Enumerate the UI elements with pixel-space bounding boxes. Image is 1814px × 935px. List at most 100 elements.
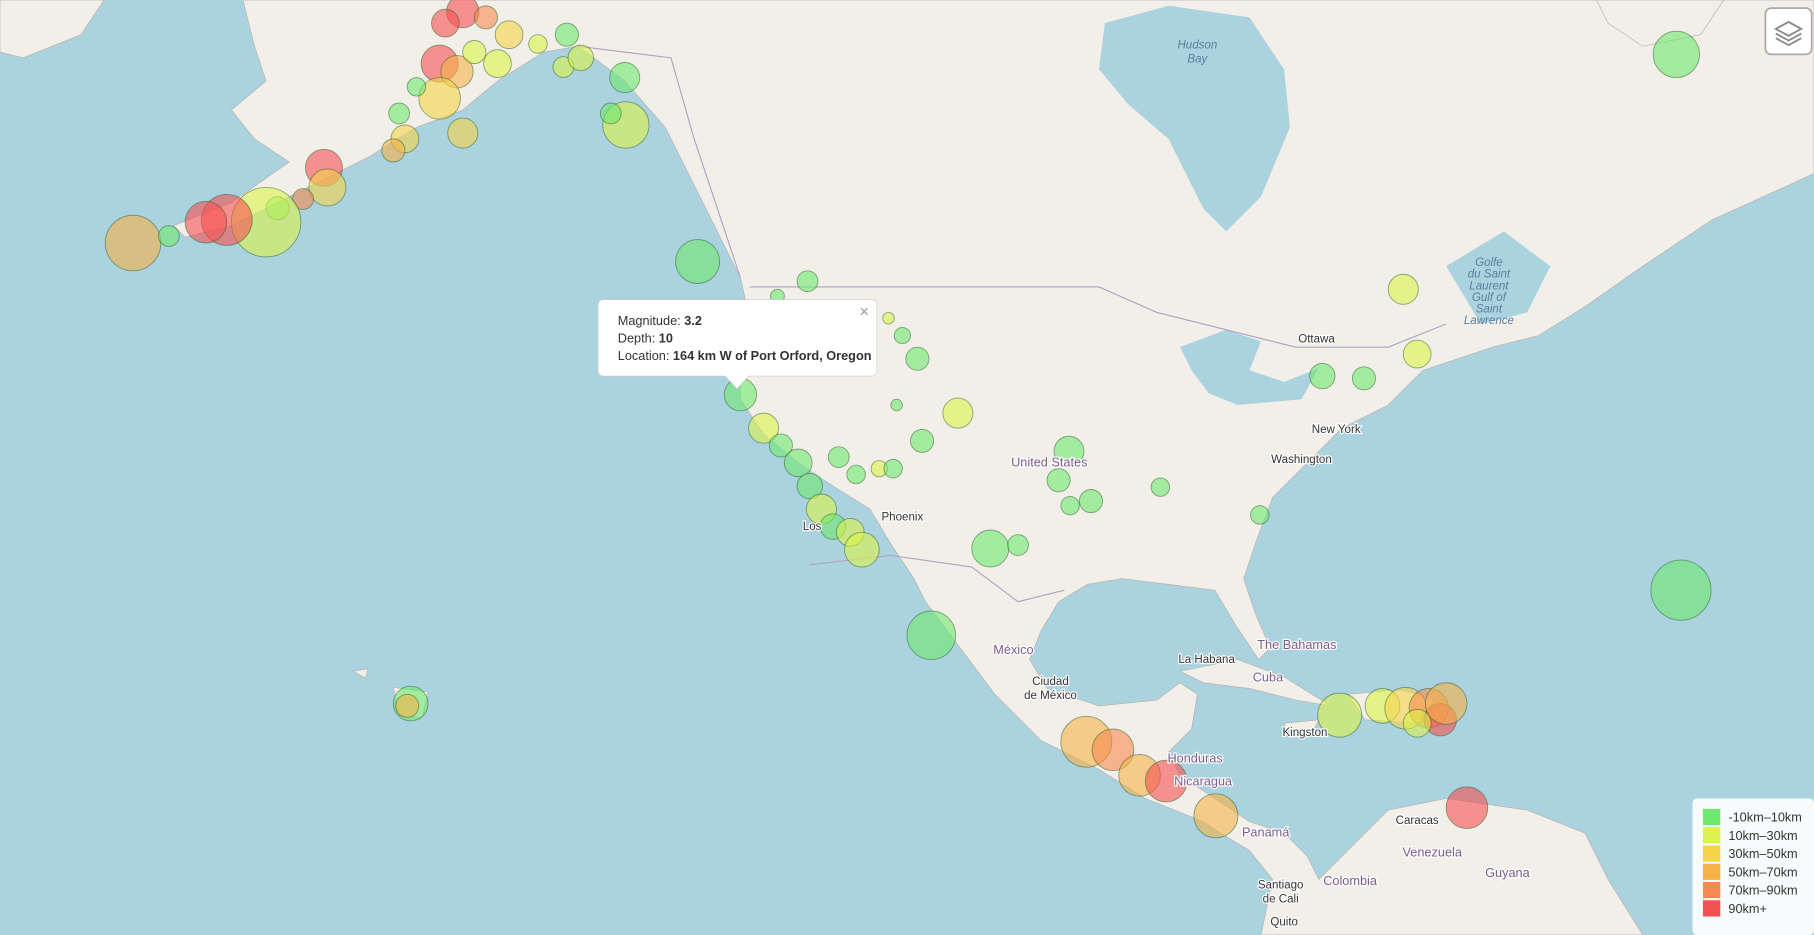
earthquake-marker <box>158 225 180 247</box>
earthquake-marker <box>1250 505 1270 525</box>
earthquake-marker <box>1309 362 1336 390</box>
earthquake-marker <box>890 398 903 412</box>
water-label: Saint <box>1476 303 1503 315</box>
earthquake-marker <box>796 270 819 293</box>
earthquake-marker <box>473 5 498 30</box>
place-label: de Cali <box>1263 894 1299 906</box>
place-label: New York <box>1312 424 1361 436</box>
earthquake-marker <box>846 464 866 485</box>
earthquake-marker <box>906 610 957 661</box>
value: 3.2 <box>684 313 702 328</box>
earthquake-marker <box>388 102 411 125</box>
place-label: Quito <box>1270 917 1298 929</box>
earthquake-marker <box>1007 534 1029 556</box>
legend-label: 70km–90km <box>1728 883 1797 898</box>
popup-line: Depth: 10 <box>618 331 673 346</box>
place-label: de México <box>1024 690 1077 702</box>
water-body <box>1180 329 1319 406</box>
earthquake-marker <box>483 49 512 78</box>
earthquake-marker <box>827 446 850 468</box>
earthquake-marker <box>609 62 641 94</box>
place-label: Washington <box>1271 454 1332 466</box>
water-label: Laurent <box>1469 280 1509 292</box>
country-label: United States <box>1011 454 1087 469</box>
earthquake-marker <box>893 327 911 345</box>
legend-swatch <box>1702 845 1721 862</box>
earthquake-marker <box>910 428 935 453</box>
water-label: Hudson <box>1177 40 1217 52</box>
earthquake-marker <box>292 188 314 210</box>
earthquake-marker <box>1652 30 1700 78</box>
earthquake-marker <box>1351 366 1377 391</box>
country-label: Guyana <box>1485 865 1530 880</box>
place-label: Kingston <box>1282 727 1327 739</box>
country-label: Nicaragua <box>1174 774 1233 789</box>
earthquake-marker <box>1053 435 1085 467</box>
legend-label: 30km–50km <box>1728 846 1797 861</box>
land <box>1283 719 1320 732</box>
place-label: Los <box>803 521 822 533</box>
water-label: Lawrence <box>1464 315 1514 327</box>
earthquake-marker <box>1445 786 1489 830</box>
earthquake-marker <box>528 34 548 54</box>
earthquake-marker <box>796 472 824 500</box>
earthquake-marker <box>883 458 903 479</box>
earthquake-marker <box>1193 793 1239 839</box>
country-label: Venezuela <box>1403 844 1463 859</box>
label: Location: <box>618 348 670 363</box>
earthquake-marker <box>381 138 406 163</box>
legend-swatch <box>1702 827 1721 844</box>
earthquake-marker <box>905 346 930 371</box>
label: Depth: <box>618 331 655 346</box>
popup-line: Location: 164 km W of Port Orford, Orego… <box>618 348 872 363</box>
country-label: México <box>993 642 1033 657</box>
water-body <box>1446 231 1551 325</box>
land <box>0 0 105 59</box>
water-body <box>1099 5 1290 232</box>
place-label: Phoenix <box>881 512 923 524</box>
earthquake-marker <box>104 214 162 272</box>
earthquake-marker <box>1424 682 1468 725</box>
earthquake-marker <box>494 20 524 50</box>
popup-close[interactable]: × <box>859 303 868 321</box>
place-label: Ciudad <box>1032 676 1069 688</box>
land <box>1178 659 1331 707</box>
earthquake-marker <box>184 200 228 244</box>
country-label: Panamá <box>1242 825 1290 840</box>
legend-label: 10km–30km <box>1728 828 1797 843</box>
earthquake-marker <box>431 8 460 38</box>
earthquake-marker <box>844 531 880 568</box>
earthquake-marker <box>1402 708 1432 738</box>
earthquake-marker <box>395 693 420 718</box>
water-label: Gulf of <box>1472 292 1508 304</box>
water-label: du Saint <box>1468 269 1511 281</box>
country-label: Colombia <box>1323 873 1378 888</box>
earthquake-marker <box>748 412 780 444</box>
legend: -10km–10km 10km–30km 30km–50km 50km–70km 70k… <box>1692 798 1814 935</box>
popup-line: Magnitude: 3.2 <box>618 313 702 328</box>
layers-control[interactable] <box>1764 7 1813 56</box>
earthquake-marker <box>406 77 427 97</box>
earthquake-marker <box>418 77 461 120</box>
earthquake-layer <box>104 0 1712 839</box>
earthquake-marker <box>1078 489 1103 514</box>
value: 164 km W of Port Orford, Oregon <box>673 348 872 363</box>
legend-swatch <box>1702 808 1721 826</box>
label: Magnitude: <box>618 313 681 328</box>
place-label: Caracas <box>1396 815 1439 827</box>
earthquake-marker <box>1091 728 1135 772</box>
earthquake-marker <box>1387 273 1419 305</box>
earthquake-marker <box>675 239 721 284</box>
earthquake-marker <box>1150 477 1171 497</box>
earthquake-marker <box>1402 339 1432 369</box>
popup: × Magnitude: 3.2 Depth: 10 Location: 164… <box>597 299 878 390</box>
place-label: La Habana <box>1178 654 1235 666</box>
earthquake-marker <box>599 102 622 125</box>
legend-swatch <box>1702 863 1721 880</box>
country-label: Cuba <box>1253 670 1284 685</box>
earthquake-marker <box>783 448 813 478</box>
earthquake-marker <box>462 40 487 65</box>
legend-label: -10km–10km <box>1728 810 1802 825</box>
